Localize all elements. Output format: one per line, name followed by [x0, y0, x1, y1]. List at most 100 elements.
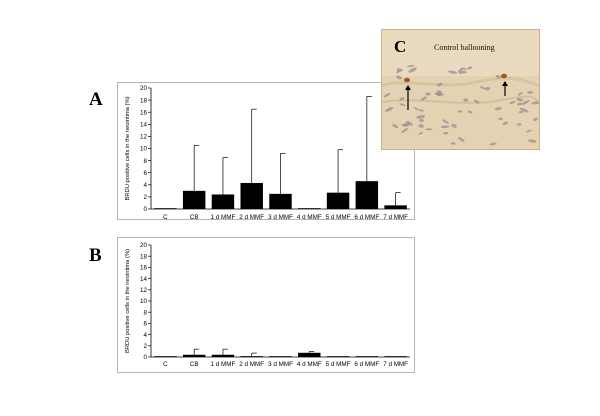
cell-nucleus: [385, 107, 394, 112]
x-tick-label: 4 d MMF: [297, 214, 322, 221]
cell-nucleus: [425, 128, 433, 131]
cell-nucleus: [518, 110, 524, 114]
cell-nucleus: [517, 123, 522, 126]
cell-nucleus: [399, 97, 405, 101]
x-tick-label: CB: [190, 361, 199, 368]
cell-nucleus: [484, 86, 490, 91]
x-tick-label: C: [163, 214, 168, 221]
cell-nucleus: [418, 108, 424, 112]
cell-nucleus: [408, 67, 417, 73]
y-tick-label: 0: [143, 206, 147, 213]
y-tick-label: 14: [140, 122, 148, 129]
cell-nucleus: [516, 102, 523, 106]
chart-a: 0 2 4 6 8 10 12 14 16 18 20 BRDU positive cells in …: [125, 85, 410, 221]
x-tick-label: 6 d MMF: [354, 214, 379, 221]
cell-nucleus: [413, 107, 419, 111]
cell-nucleus: [418, 124, 424, 128]
cell-nucleus: [479, 86, 486, 90]
y-axis-title: BRDU positive cells in the neointima (%): [125, 249, 131, 353]
bar: [384, 356, 407, 357]
cell-nucleus: [495, 74, 501, 79]
panel-c-letter: C: [394, 37, 407, 56]
bar: [298, 352, 321, 357]
cell-nucleus: [525, 129, 532, 133]
bar: [355, 356, 379, 357]
cell-nucleus: [440, 125, 450, 129]
cell-nucleus: [460, 67, 467, 71]
y-tick-label: 20: [140, 242, 148, 249]
y-tick-label: 6: [143, 321, 147, 328]
cell-nucleus: [441, 119, 449, 124]
chart-b: 0 2 4 6 8 10 12 14 16 18 20 BRDU positive cells in …: [125, 242, 410, 368]
y-tick-label: 14: [140, 276, 148, 283]
cell-nucleus: [519, 107, 529, 113]
bar: [326, 192, 350, 209]
cell-nucleus: [396, 69, 401, 74]
bar: [211, 354, 235, 357]
cell-nucleus: [521, 100, 530, 105]
bar: [384, 205, 407, 209]
cell-nucleus: [498, 117, 503, 120]
bar: [326, 356, 350, 357]
cell-nucleus: [434, 92, 444, 96]
y-tick-label: 16: [140, 265, 148, 272]
bar: [154, 208, 177, 209]
cell-nucleus: [402, 122, 410, 127]
x-tick-label: C: [163, 361, 168, 368]
bar: [298, 208, 321, 209]
cell-nucleus: [392, 124, 399, 129]
cell-nucleus: [494, 107, 502, 111]
cell-nucleus: [533, 117, 538, 122]
cell-nucleus: [531, 101, 539, 105]
bar: [154, 356, 177, 357]
cell-nucleus: [516, 97, 524, 102]
x-tick-label: 3 d MMF: [268, 214, 293, 221]
cell-nucleus: [447, 70, 458, 74]
cell-nucleus: [527, 139, 537, 143]
bar: [269, 356, 292, 357]
x-tick-label: 5 d MMF: [326, 361, 351, 368]
x-tick-label: 3 d MMF: [268, 361, 293, 368]
y-tick-label: 18: [140, 97, 148, 104]
cell-nucleus: [502, 121, 508, 126]
cell-nucleus: [457, 110, 463, 113]
cell-nucleus: [517, 92, 523, 96]
y-tick-label: 20: [140, 85, 148, 92]
y-tick-label: 10: [140, 146, 148, 153]
cell-nucleus: [419, 119, 424, 122]
x-tick-label: 6 d MMF: [354, 361, 379, 368]
cell-nucleus: [466, 66, 473, 70]
x-tick-label: 7 d MMF: [383, 361, 408, 368]
y-axis-title: BRDU positive cells in the neointima (%): [125, 96, 131, 200]
y-tick-label: 4: [143, 182, 147, 189]
cell-nucleus: [450, 142, 456, 145]
cell-nucleus: [443, 132, 449, 135]
y-tick-label: 6: [143, 170, 147, 177]
cell-nucleus: [489, 142, 497, 146]
cell-nucleus: [451, 124, 458, 128]
x-tick-label: 4 d MMF: [297, 361, 322, 368]
x-tick-label: CB: [190, 214, 199, 221]
y-tick-label: 18: [140, 253, 148, 260]
cell-nucleus: [463, 98, 469, 102]
y-tick-label: 2: [143, 194, 147, 201]
bar: [211, 194, 235, 209]
y-tick-label: 4: [143, 332, 147, 339]
bar: [269, 193, 292, 209]
cell-nucleus: [425, 92, 431, 96]
cell-nucleus: [399, 103, 406, 107]
chart-b-frame: [117, 237, 415, 373]
y-tick-label: 8: [143, 309, 147, 316]
y-tick-label: 2: [143, 343, 147, 350]
cell-nucleus: [407, 65, 415, 68]
photo-caption: Control ballooning: [434, 43, 495, 52]
stained-nucleus: [501, 73, 507, 79]
y-tick-label: 10: [140, 298, 148, 305]
micrograph-image: [382, 30, 539, 149]
x-tick-label: 1 d MMF: [211, 361, 236, 368]
arrow-icon: [502, 81, 508, 86]
bar: [182, 190, 206, 209]
x-tick-label: 2 d MMF: [239, 361, 264, 368]
bar: [240, 356, 263, 357]
